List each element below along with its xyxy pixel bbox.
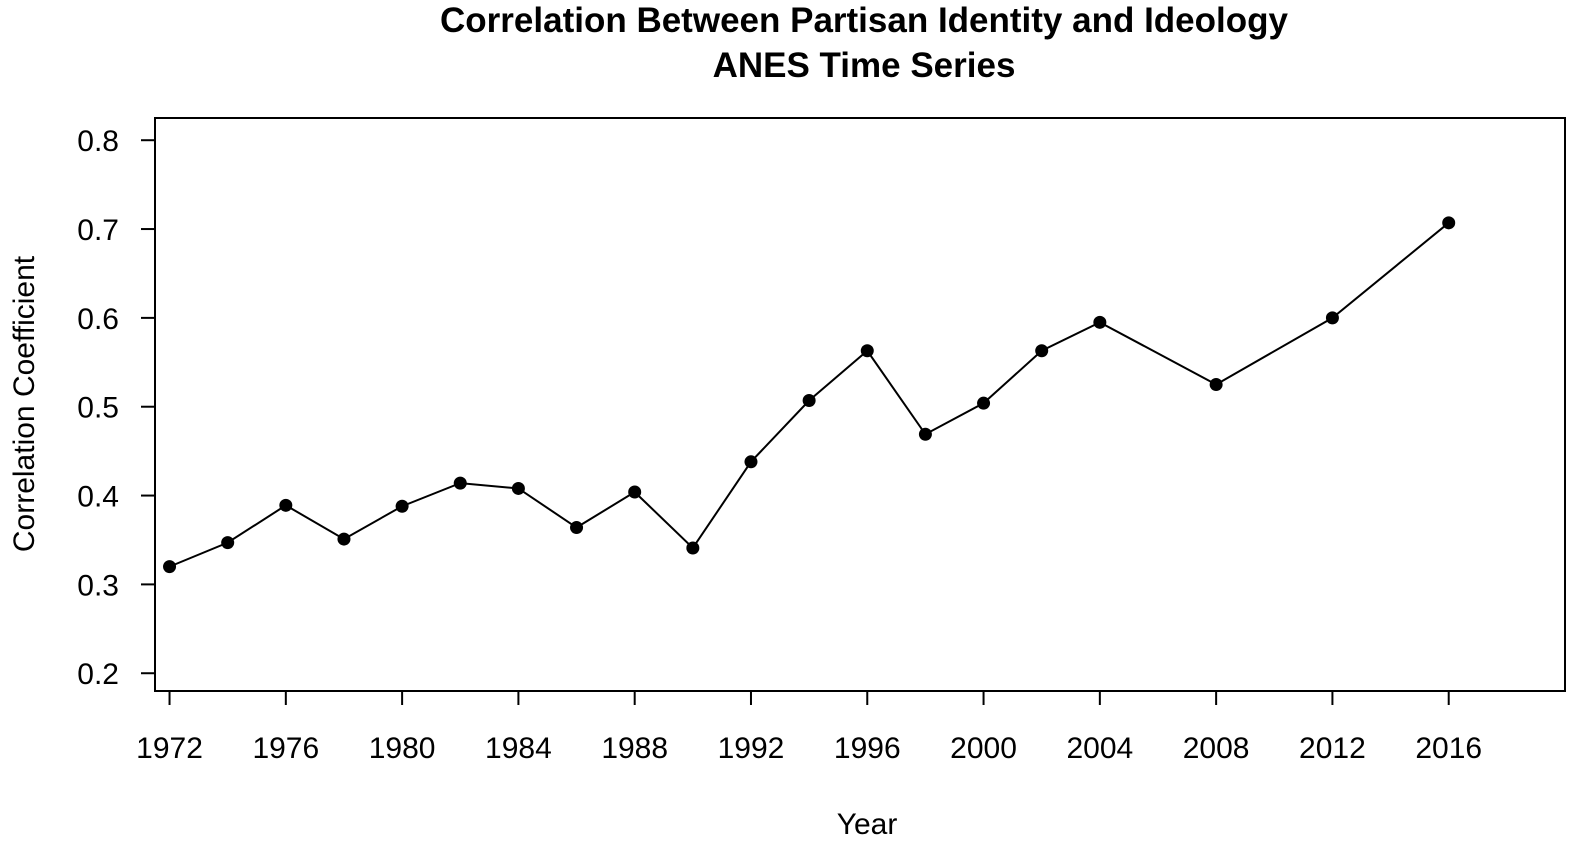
data-point <box>337 532 351 546</box>
data-point <box>1035 344 1049 358</box>
x-tick-label: 2004 <box>1066 732 1133 765</box>
data-point <box>163 560 177 574</box>
x-axis: 1972 1976 1980 1984 1988 1992 1996 2000 2004 2008… <box>136 690 1482 765</box>
x-tick-label: 2016 <box>1415 732 1482 765</box>
y-tick-label: 0.2 <box>77 658 119 691</box>
x-tick-label: 1996 <box>834 732 901 765</box>
data-point <box>453 476 467 490</box>
x-tick-label: 1988 <box>601 732 668 765</box>
y-axis-label: Correlation Coefficient <box>8 255 41 552</box>
y-tick-label: 0.7 <box>77 214 119 247</box>
series-line <box>169 222 1450 568</box>
data-point <box>744 455 758 469</box>
x-tick-label: 1972 <box>136 732 203 765</box>
data-point <box>511 481 525 495</box>
chart-title: Correlation Between Partisan Identity an… <box>440 1 1288 40</box>
data-point <box>1093 315 1107 329</box>
y-tick-label: 0.6 <box>77 303 119 336</box>
series-layer <box>163 216 1456 574</box>
data-point <box>279 498 293 512</box>
y-tick-label: 0.5 <box>77 392 119 425</box>
y-tick-label: 0.3 <box>77 569 119 602</box>
y-tick-label: 0.4 <box>77 481 119 514</box>
data-point <box>221 536 235 550</box>
data-point <box>1325 311 1339 325</box>
data-point <box>570 521 584 535</box>
x-tick-label: 2008 <box>1183 732 1250 765</box>
data-point <box>860 344 874 358</box>
y-axis: 0.2 0.3 0.4 0.5 0.6 0.7 0.8 <box>77 125 156 691</box>
data-point <box>1442 216 1456 230</box>
data-point <box>802 394 816 408</box>
data-point <box>628 485 642 499</box>
data-point <box>1209 378 1223 392</box>
data-point <box>686 541 700 555</box>
x-tick-label: 1984 <box>485 732 552 765</box>
x-tick-label: 2000 <box>950 732 1017 765</box>
x-tick-label: 1992 <box>718 732 785 765</box>
x-tick-label: 1980 <box>369 732 436 765</box>
x-axis-label: Year <box>837 808 898 841</box>
data-point <box>918 427 932 441</box>
data-point <box>395 499 409 513</box>
chart-subtitle: ANES Time Series <box>713 46 1016 85</box>
x-tick-label: 2012 <box>1299 732 1366 765</box>
data-point <box>977 396 991 410</box>
plot-frame <box>154 117 1566 692</box>
y-tick-label: 0.8 <box>77 125 119 158</box>
x-tick-label: 1976 <box>252 732 319 765</box>
